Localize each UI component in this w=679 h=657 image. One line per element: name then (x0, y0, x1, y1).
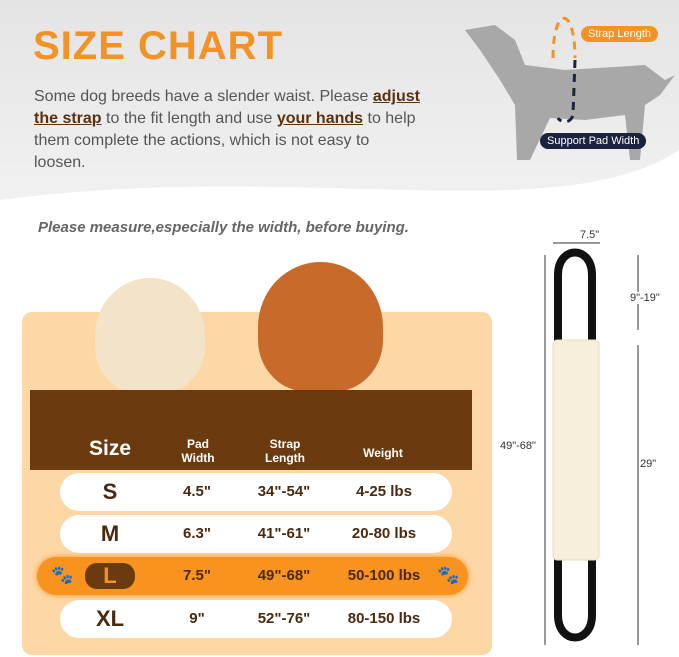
cell-weight: 4-25 lbs (356, 483, 412, 500)
cell-strap: 41"-61" (257, 525, 311, 542)
header-pad-width: Pad Width (181, 437, 215, 465)
dim-total-length: 49"-68" (500, 440, 536, 452)
dim-handle: 9"-19" (630, 292, 660, 304)
cell-strap: 34"-54" (257, 483, 311, 500)
cell-weight: 50-100 lbs (347, 567, 421, 584)
dim-width: 7.5" (580, 229, 600, 241)
dog-silhouette-diagram (465, 16, 675, 160)
cell-size: L (85, 563, 135, 589)
pad-dashed-line (556, 59, 577, 124)
cell-pad: 6.3" (183, 525, 211, 542)
header-strap-length: Strap Length (265, 437, 305, 465)
intro-text: Some dog breeds have a slender waist. Pl… (34, 88, 420, 171)
strap-dashed-line (551, 16, 577, 59)
dog-silhouette-icon (465, 25, 675, 160)
cell-weight: 20-80 lbs (351, 525, 417, 542)
fleece-pad (552, 339, 600, 561)
header-size: Size (88, 437, 132, 460)
product-diagram (544, 242, 639, 645)
cell-strap: 49"-68" (257, 567, 311, 584)
header-weight: Weight (363, 446, 403, 460)
table-row-l: L 7.5" 49"-68" 50-100 lbs 🐾 🐾 (37, 557, 468, 595)
table-header-band (30, 390, 472, 470)
table-row-m: M 6.3" 41"-61" 20-80 lbs (60, 515, 452, 553)
cell-size: M (100, 521, 120, 546)
golden-retriever-image (95, 278, 205, 393)
page-title: SIZE CHART (33, 24, 283, 68)
cell-pad: 9" (189, 610, 205, 627)
bottom-handle (554, 555, 596, 642)
support-pad-width-tag: Support Pad Width (540, 133, 647, 149)
corgi-image (258, 262, 383, 392)
cell-size: S (102, 479, 118, 504)
top-handle (554, 248, 596, 345)
paw-icon: 🐾 (437, 565, 460, 585)
dim-pad-length: 29" (640, 458, 657, 470)
paw-icon: 🐾 (51, 565, 74, 585)
cell-weight: 80-150 lbs (347, 610, 421, 627)
table-row-s: S 4.5" 34"-54" 4-25 lbs (60, 473, 452, 511)
cell-pad: 4.5" (183, 483, 211, 500)
measure-note: Please measure,especially the width, bef… (38, 219, 409, 236)
table-row-xl: XL 9" 52"-76" 80-150 lbs (60, 600, 452, 638)
strap-length-tag: Strap Length (581, 26, 658, 42)
cell-pad: 7.5" (183, 567, 211, 584)
cell-strap: 52"-76" (257, 610, 311, 627)
cell-size: XL (95, 606, 125, 631)
